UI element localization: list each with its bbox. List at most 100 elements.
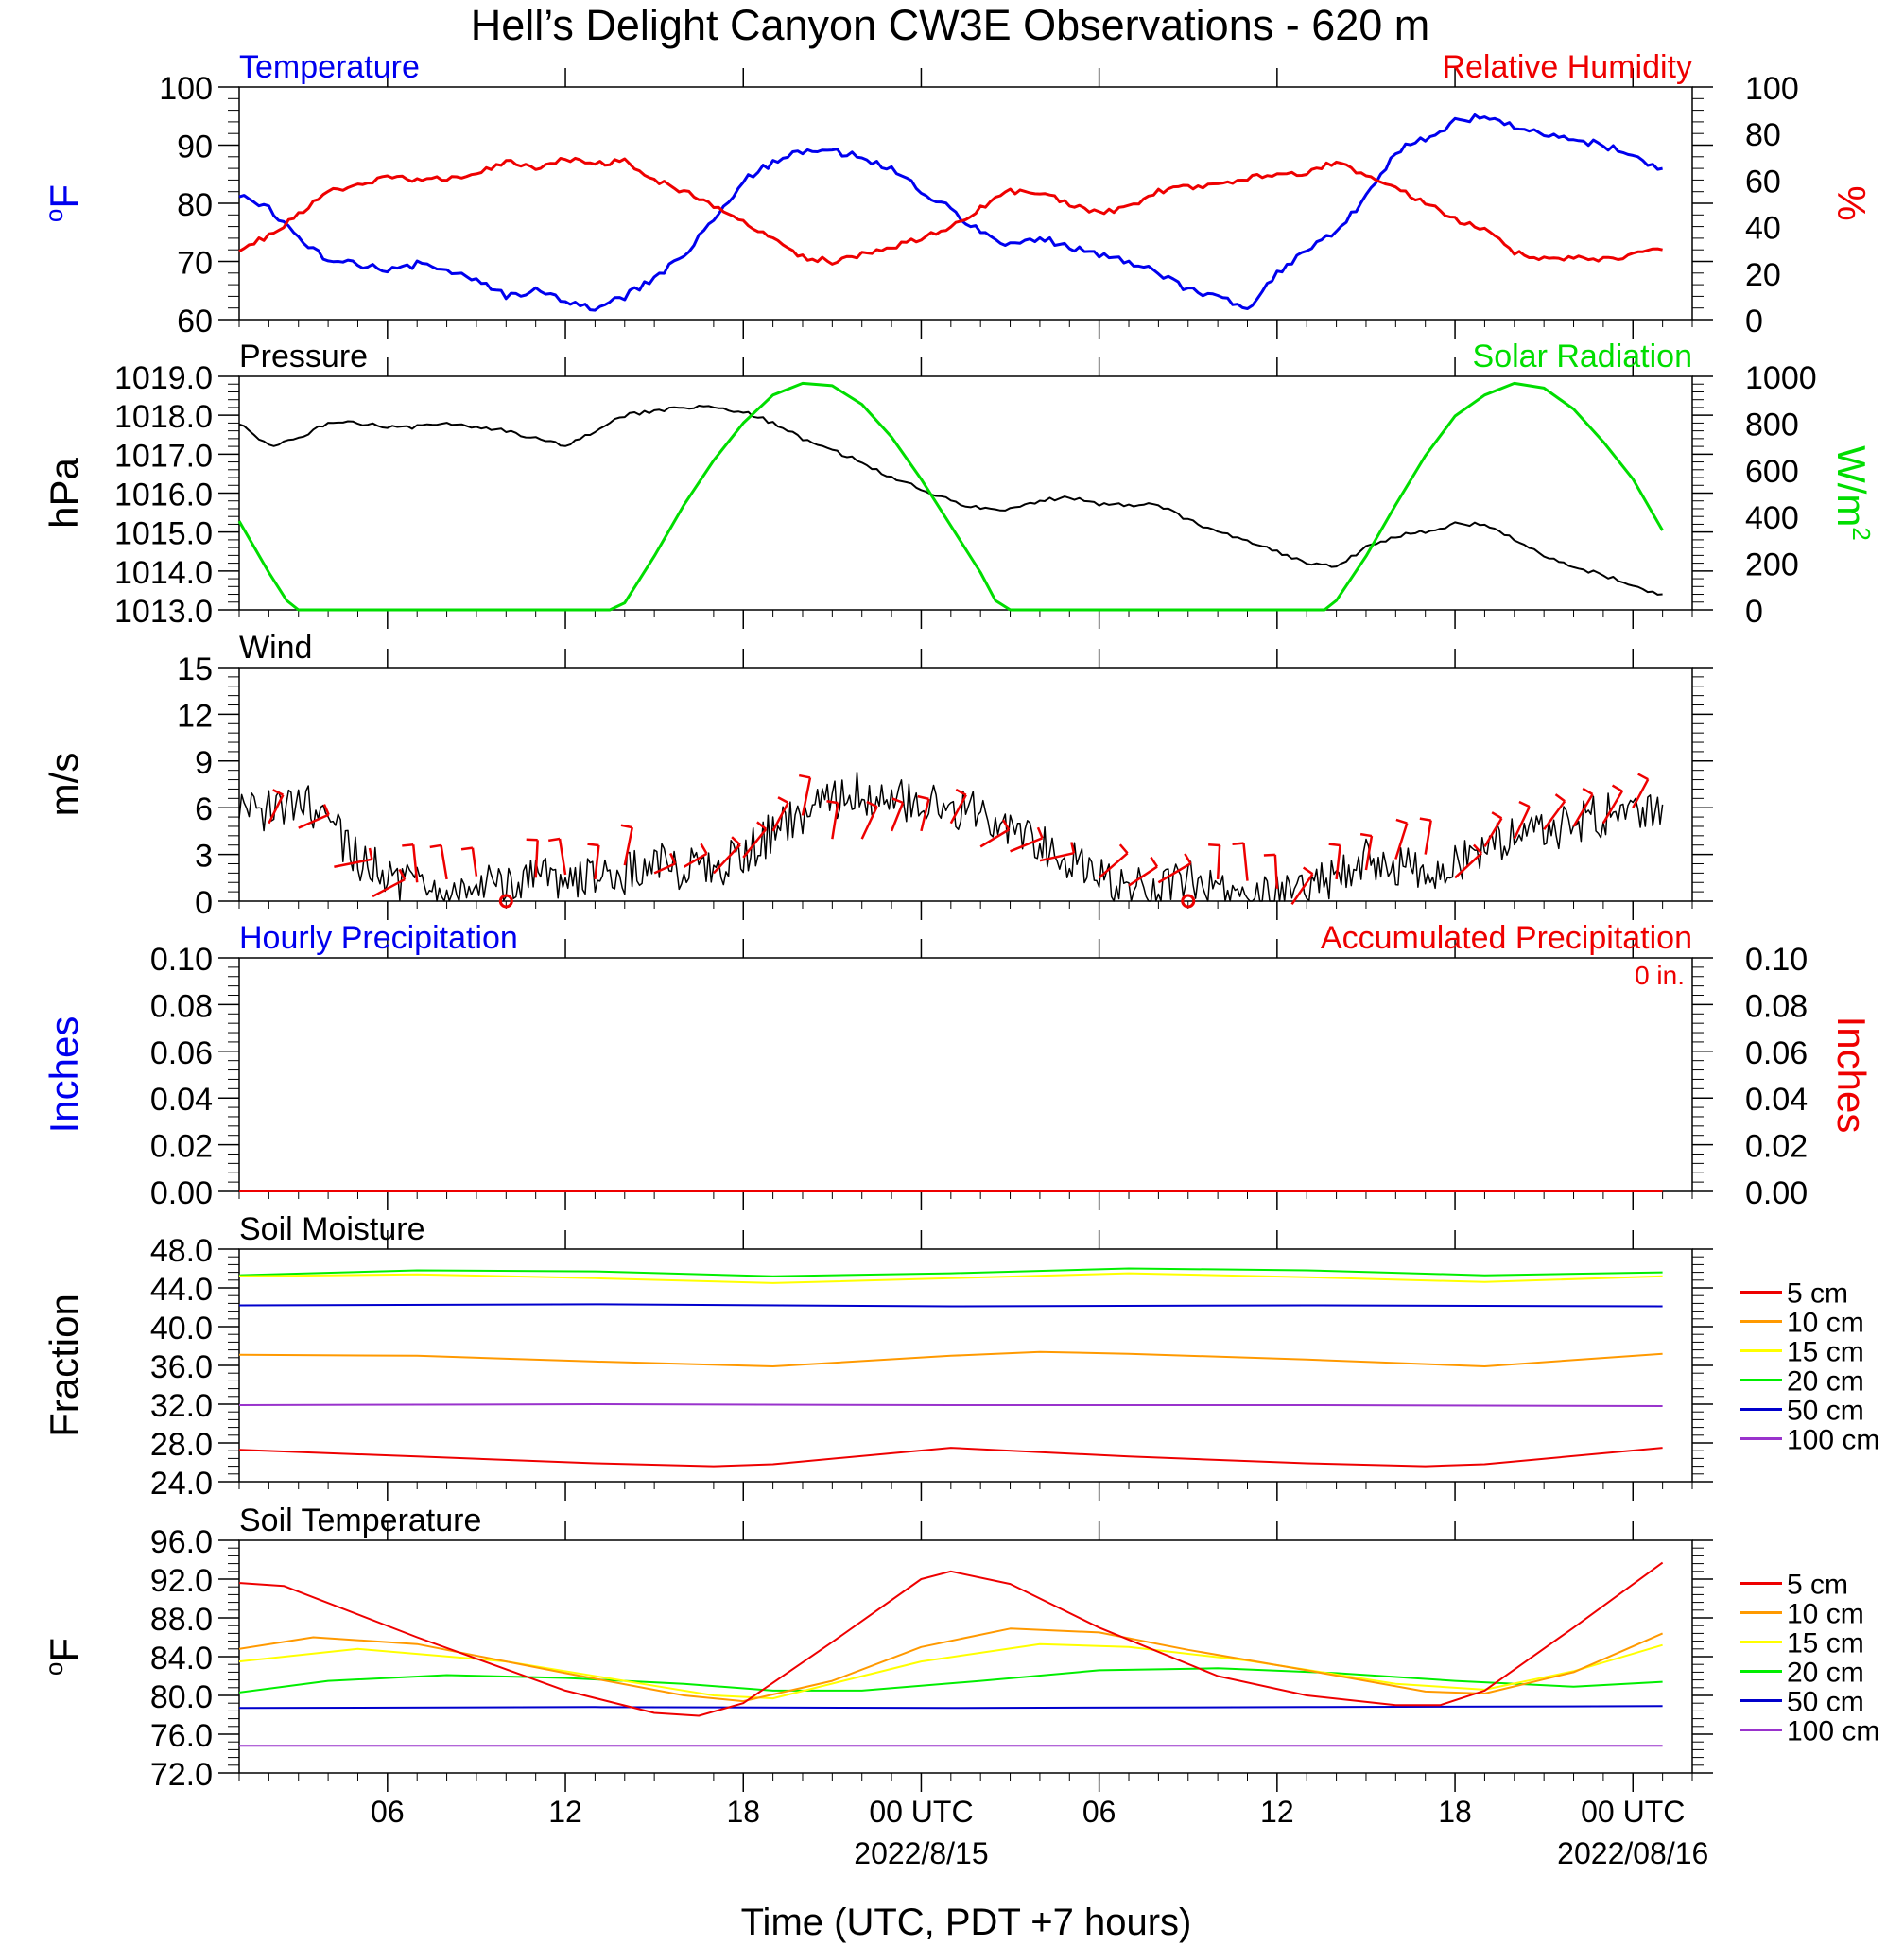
wind-barb-flag <box>866 800 878 808</box>
series-line-d10 <box>238 1350 1663 1367</box>
wind-barb-flag <box>1359 832 1373 838</box>
panel-title-left: Soil Temperature <box>239 1503 481 1538</box>
x-axis: 06 12 18 00 UTC 2022/8/15 06 12 18 00 UTC 2022/08… <box>371 1795 1708 1870</box>
series-line-d15 <box>238 1272 1663 1284</box>
y-tick-label-left: 92.0 <box>150 1563 213 1599</box>
wind-barb-flag <box>1611 784 1623 792</box>
plot-frame <box>238 667 1693 902</box>
legend-label: 10 cm <box>1787 1599 1864 1630</box>
wind-barb-flag <box>777 796 789 805</box>
wind-barb-flag <box>1554 793 1566 803</box>
wind-barb <box>683 852 708 868</box>
wind-barb <box>623 826 634 866</box>
panel-title-left: Hourly Precipitation <box>239 920 518 956</box>
wind-barb-flag <box>1491 811 1503 820</box>
wind-barb <box>920 798 930 832</box>
wind-barb-flag <box>1036 826 1044 839</box>
wind-barb <box>1335 844 1341 880</box>
wind-barb <box>742 828 768 859</box>
y-tick-label-left: 1013.0 <box>114 594 213 630</box>
y-axis-label-left-text: hPa <box>42 457 86 528</box>
y-tick-label-right: 400 <box>1745 500 1799 536</box>
y-axis-label-left: m/s <box>42 753 86 817</box>
y-tick-label-right: 0.00 <box>1745 1175 1808 1211</box>
y-tick-label-right: 0 <box>1745 594 1763 630</box>
wind-barb <box>771 802 789 832</box>
wind-barb <box>1572 793 1594 827</box>
legend-label: 15 cm <box>1787 1337 1864 1368</box>
wind-barb-flag <box>955 788 967 796</box>
y-tick-label-right: 200 <box>1745 547 1799 583</box>
y-tick-label-left: 1014.0 <box>114 555 213 591</box>
y-tick-label-left: 1019.0 <box>114 360 213 396</box>
y-axis-label-right-text: Inches <box>1829 1016 1874 1134</box>
wind-barb <box>1424 820 1432 855</box>
y-tick-label-left: 9 <box>195 745 213 781</box>
wind-barb-flag <box>398 868 407 880</box>
wind-barb-flag <box>1184 853 1192 864</box>
y-axis-label-right: W/m2 <box>1829 445 1876 541</box>
series-line-d5 <box>238 1447 1663 1468</box>
y-tick-label-left: 6 <box>195 791 213 827</box>
y-axis-label-left-text: Fraction <box>42 1294 86 1437</box>
x-date-label: 2022/08/16 <box>1557 1836 1708 1870</box>
y-tick-label-left: 15 <box>177 652 213 687</box>
y-tick-label-right: 0.10 <box>1745 942 1808 978</box>
x-tick-label: 00 UTC <box>1581 1795 1685 1829</box>
series-line-d20 <box>238 1267 1663 1277</box>
series-line-d10 <box>238 1627 1663 1703</box>
wind-barb-flag <box>1637 773 1649 781</box>
y-axis-label-left-text: F <box>42 1638 86 1662</box>
y-tick-label-left: 24.0 <box>150 1466 213 1502</box>
wind-barb <box>334 858 372 868</box>
series-line-d100 <box>238 1403 1663 1407</box>
y-tick-label-right: 60 <box>1745 164 1781 200</box>
y-tick-label-right: 1000 <box>1745 360 1817 396</box>
panel-title-right: Relative Humidity <box>1442 49 1692 85</box>
calm-wind-marker <box>498 894 513 909</box>
y-axis-label-right-text: W/m <box>1829 445 1874 527</box>
wind-barb <box>298 813 330 829</box>
y-tick-label-left: 0.06 <box>150 1035 213 1071</box>
y-tick-label-left: 28.0 <box>150 1427 213 1463</box>
wind-barb-flag <box>1302 866 1314 876</box>
wind-barb-flag <box>1150 856 1159 868</box>
panel-title-left: Wind <box>239 630 312 666</box>
wind-barb <box>1601 791 1623 825</box>
y-tick-label-right: 0.04 <box>1745 1082 1808 1118</box>
y-tick-label-left: 40.0 <box>150 1311 213 1347</box>
y-tick-label-left: 1015.0 <box>114 516 213 552</box>
y-tick-label-left: 76.0 <box>150 1718 213 1754</box>
page-title: Hell’s Delight Canyon CW3E Observations … <box>471 1 1430 49</box>
series-line-humidity <box>238 156 1663 266</box>
y-tick-label-left: 100 <box>159 71 213 107</box>
y-tick-label-left: 96.0 <box>150 1524 213 1560</box>
y-axis-label-right: Inches <box>1829 1016 1874 1134</box>
y-axis-label-right-sup: 2 <box>1847 527 1876 540</box>
wind-barb-flag <box>429 843 441 849</box>
wind-barb <box>1128 865 1158 887</box>
y-tick-label-right: 0.02 <box>1745 1129 1808 1165</box>
legend-label: 50 cm <box>1787 1396 1864 1427</box>
legend-label: 100 cm <box>1787 1716 1879 1747</box>
panel-title-right: Accumulated Precipitation <box>1321 920 1692 956</box>
wind-barb-flag <box>526 838 538 842</box>
y-tick-label-left: 0.00 <box>150 1175 213 1211</box>
y-tick-label-left: 80.0 <box>150 1679 213 1715</box>
legend-label: 20 cm <box>1787 1658 1864 1689</box>
x-tick-label: 06 <box>371 1795 405 1829</box>
calm-wind-marker <box>1181 894 1196 909</box>
series-line-solar <box>237 381 1664 612</box>
panel-title-right: Solar Radiation <box>1473 339 1692 374</box>
y-tick-label-left: 3 <box>195 839 213 875</box>
wind-barb <box>801 777 812 816</box>
y-tick-label-right: 40 <box>1745 211 1781 247</box>
wind-barb-flag <box>460 846 474 851</box>
wind-barb <box>653 862 676 875</box>
y-tick-label-right: 0.06 <box>1745 1035 1808 1071</box>
y-tick-label-left: 44.0 <box>150 1272 213 1308</box>
wind-barb-flag <box>1472 843 1482 855</box>
wind-barb <box>440 844 448 880</box>
